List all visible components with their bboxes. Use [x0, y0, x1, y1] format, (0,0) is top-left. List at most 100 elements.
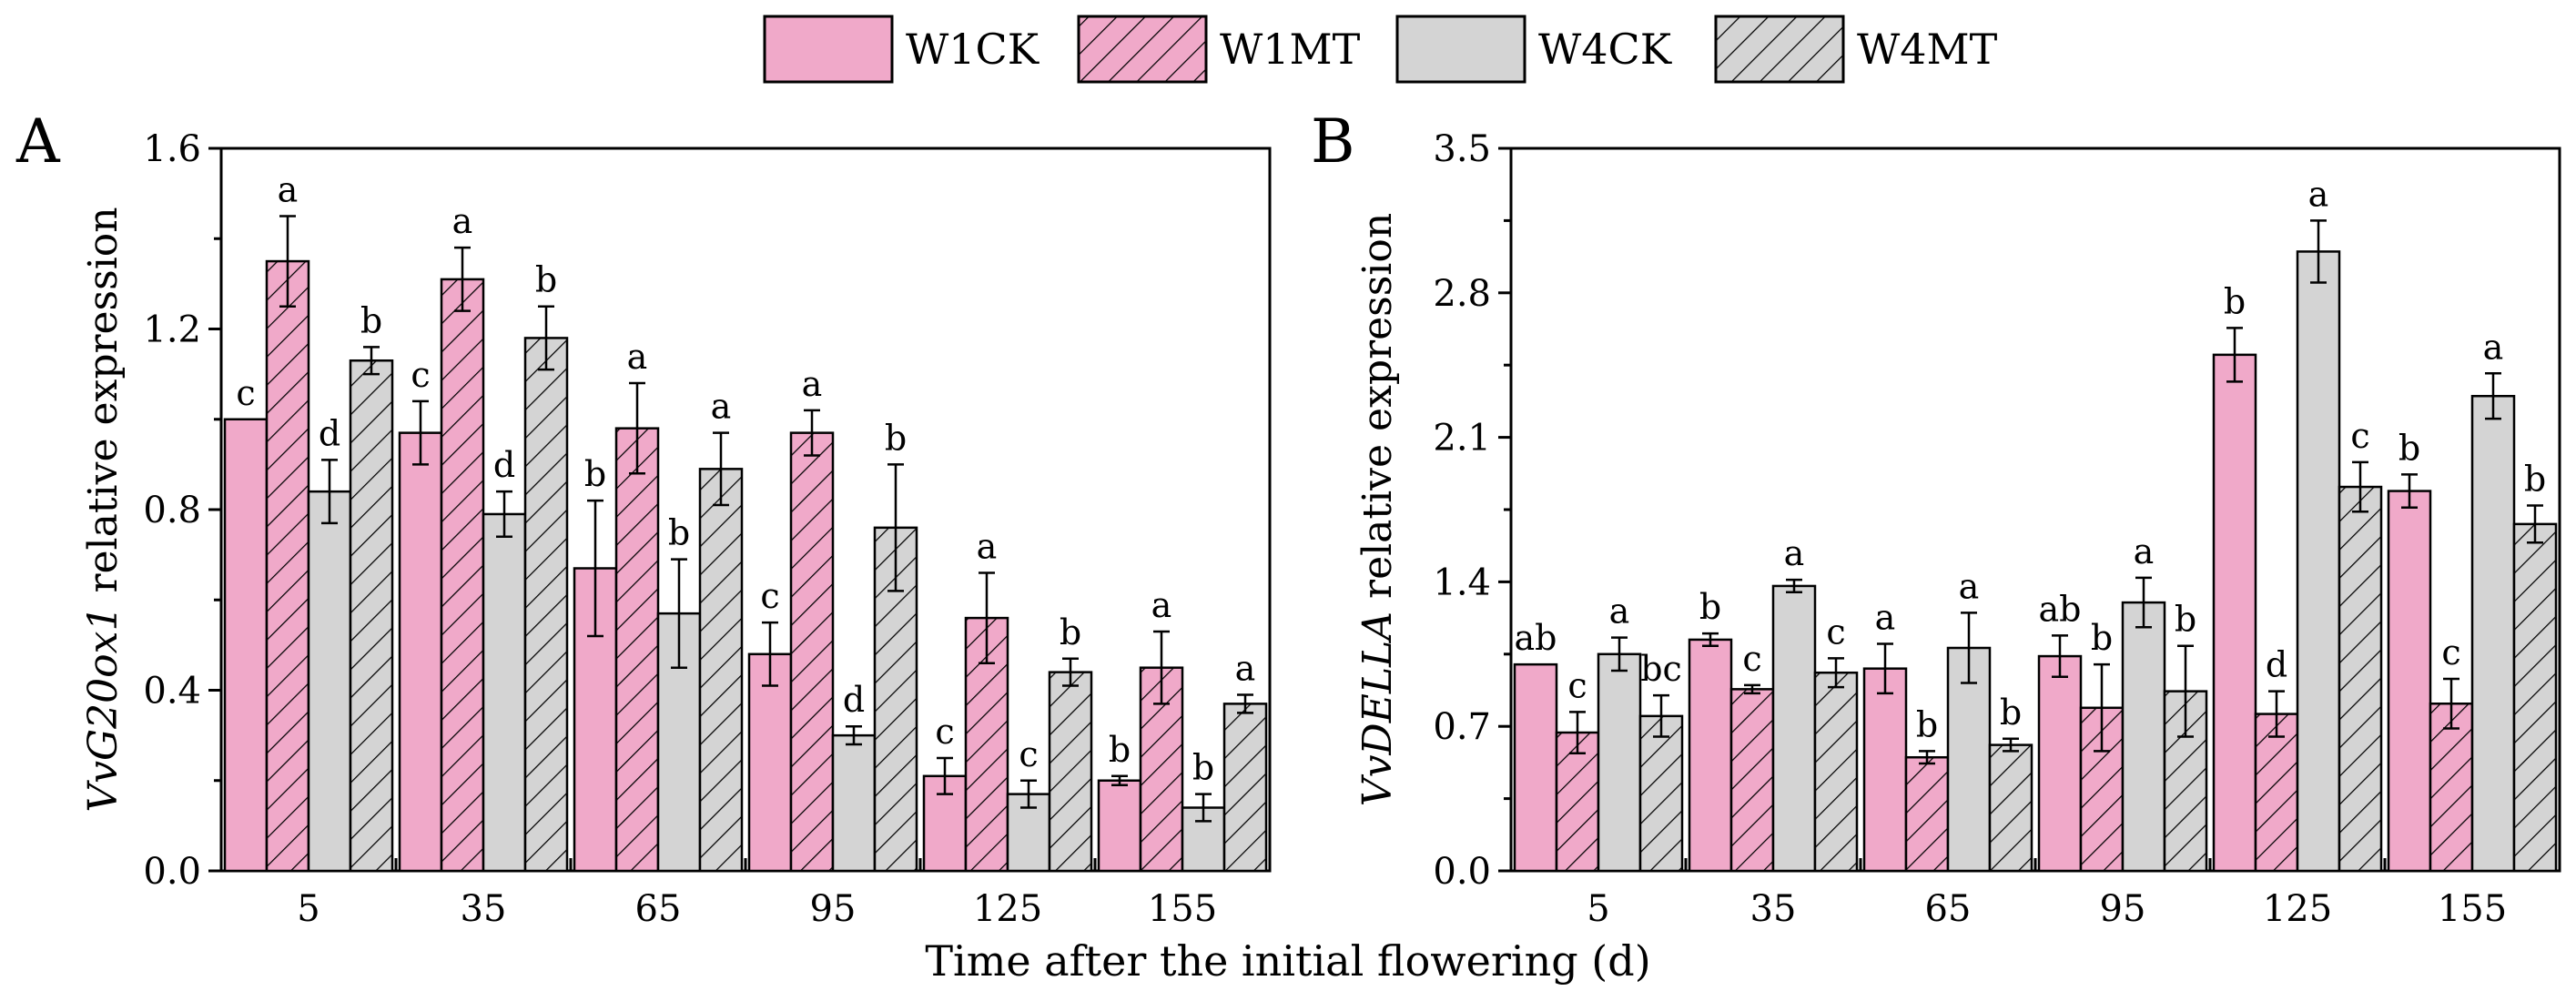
panel-a-y-axis-label: VvG20ox1 relative expression [80, 207, 127, 812]
panel-a-y-axis-label-gene: VvG20ox1 [80, 606, 127, 813]
panel-a-significance-letter: a [802, 364, 823, 404]
panel-a-significance-letter: b [535, 260, 557, 300]
panel-b-bar-w4mt [2338, 485, 2383, 873]
panel-b-significance-letter: b [2091, 618, 2113, 658]
panel-b-bar-w1ck [2212, 353, 2257, 873]
panel-b-x-tick-label: 65 [1925, 888, 1972, 930]
panel-a-x-tick-label: 125 [973, 888, 1042, 930]
panel-a-bar-w4mt [349, 359, 394, 873]
panel-a-significance-letter: b [1192, 748, 1214, 788]
x-axis-label: Time after the initial flowering (d) [925, 936, 1650, 986]
panel-a-bar-w1ck [1097, 779, 1142, 873]
panel-a-x-tick-label: 5 [297, 888, 319, 930]
panel-b-significance-letter: b [2524, 459, 2546, 499]
panel-b-significance-letter: a [2134, 531, 2155, 571]
panel-a-x-tick-label: 95 [810, 888, 857, 930]
panel-a-significance-letter: c [935, 712, 954, 752]
panel-a-significance-letter: b [1109, 730, 1131, 770]
panel-a-significance-letter: d [319, 413, 340, 453]
panel-b-significance-letter: c [1567, 665, 1587, 705]
panel-a-significance-letter: c [1019, 734, 1038, 774]
panel-b-significance-letter: ab [1515, 618, 1557, 658]
panel-b-significance-letter: a [1959, 566, 1980, 606]
panel-b-bar-w4mt [1988, 743, 2033, 873]
panel-b-significance-letter: b [2399, 428, 2420, 468]
panel-a-bar-w1mt [265, 259, 310, 873]
panel-a-x-tick-label: 65 [635, 888, 682, 930]
legend-swatch-w4mt [1714, 15, 1845, 84]
panel-b-bar-w4mt [1638, 714, 1684, 873]
panel-a-bar-w1mt [440, 278, 485, 873]
panel-a-y-axis-label-rest: relative expression [80, 207, 127, 605]
panel-a-significance-letter: d [493, 445, 515, 485]
panel-a-bar-w1mt [614, 427, 660, 873]
panel-a-significance-letter: a [627, 337, 648, 377]
legend-swatch-w4ck [1395, 15, 1526, 84]
panel-b-bar-w4ck [2121, 601, 2166, 873]
panel-a-significance-letter: c [760, 576, 779, 616]
panel-a-bar-w4ck [307, 490, 352, 873]
panel-a-y-tick-label: 0.0 [143, 851, 201, 893]
legend-item-w4ck: W4CK [1395, 15, 1673, 84]
panel-b-y-tick-label: 3.5 [1433, 128, 1491, 170]
panel-b-y-tick-label: 1.4 [1433, 561, 1491, 603]
panel-b-significance-letter: c [2350, 416, 2369, 456]
panel-a-bar-w1ck [223, 418, 269, 873]
panel-a-significance-letter: b [1060, 612, 1081, 652]
panel-b-bar-w4mt [2512, 522, 2558, 873]
panel-b-significance-letter: a [2308, 174, 2329, 214]
panel-b-significance-letter: b [1916, 704, 1938, 744]
panel-b-bar-w1ck [2037, 654, 2083, 873]
panel-b-bar-w1mt [2254, 713, 2299, 873]
panel-b-significance-letter: c [1826, 612, 1845, 652]
legend-label-w1ck: W1CK [906, 25, 1040, 74]
panel-a-letter: A [15, 106, 61, 177]
panel-a-bar-w4ck [482, 512, 527, 873]
panel-a-plot: 0.0 0.4 0.8 1.2 1.6 5 c a d b 35 c a d b 65 b a b a 95 c a d b 12… [143, 128, 1272, 930]
panel-b-significance-letter: c [1742, 639, 1761, 679]
panel-b-y-tick-label: 0.7 [1433, 706, 1491, 748]
legend-item-w1ck: W1CK [763, 15, 1040, 84]
panel-b-y-axis-label: VvDELLA relative expression [1354, 213, 1401, 806]
panel-b-bar-w1ck [1688, 638, 1733, 873]
panel-a-bar-w4mt [1222, 703, 1268, 873]
panel-b-significance-letter: a [2483, 327, 2504, 367]
legend-swatch-w1mt [1077, 15, 1208, 84]
legend-label-w1mt: W1MT [1220, 25, 1361, 74]
panel-b-y-axis-label-gene: VvDELLA [1354, 612, 1401, 806]
panel-b-x-tick-label: 5 [1587, 888, 1609, 930]
panel-a-y-tick-label: 0.4 [143, 671, 201, 713]
panel-b-significance-letter: a [1609, 592, 1630, 632]
panel-a-significance-letter: d [843, 680, 865, 720]
panel-a-bar-w4mt [523, 337, 569, 873]
legend: W1CK W1MT W4CK W4MT [763, 15, 1998, 84]
panel-a-y-tick-label: 0.8 [143, 490, 201, 531]
panel-b-x-tick-label: 95 [2100, 888, 2146, 930]
panel-a-y-tick-label: 1.2 [143, 309, 201, 351]
panel-a-significance-letter: a [452, 201, 473, 241]
panel-a-significance-letter: b [584, 454, 606, 494]
panel-b: B VvDELLA relative expression 0.0 0.7 1.4 2… [1311, 106, 2561, 930]
panel-b-bar-w1mt [1904, 755, 1950, 873]
panel-a-y-tick-label: 1.6 [143, 128, 201, 170]
panel-a-significance-letter: a [1235, 648, 1256, 688]
panel-b-y-tick-label: 2.8 [1433, 273, 1491, 315]
panel-b-x-tick-label: 125 [2263, 888, 2332, 930]
panel-a-significance-letter: b [668, 513, 690, 553]
panel-a: A VvG20ox1 relative expression 0.0 0.4 0.8… [15, 106, 1272, 930]
panel-b-x-tick-label: 35 [1750, 888, 1797, 930]
panel-b-bar-w1ck [2387, 490, 2432, 873]
legend-item-w1mt: W1MT [1077, 15, 1361, 84]
panel-b-bar-w1ck [1513, 662, 1558, 873]
panel-a-significance-letter: a [278, 169, 299, 209]
panel-b-bar-w4ck [2296, 250, 2341, 873]
panel-b-significance-letter: d [2266, 645, 2287, 685]
panel-b-y-tick-label: 0.0 [1433, 851, 1491, 893]
panel-b-letter: B [1311, 106, 1355, 177]
legend-swatch-w1ck [763, 15, 894, 84]
panel-a-significance-letter: a [711, 387, 732, 427]
panel-b-significance-letter: a [1875, 597, 1896, 637]
panel-b-bar-w4mt [1813, 671, 1859, 873]
panel-b-bar-w4ck [1771, 584, 1817, 873]
panel-b-significance-letter: ab [2039, 589, 2082, 629]
